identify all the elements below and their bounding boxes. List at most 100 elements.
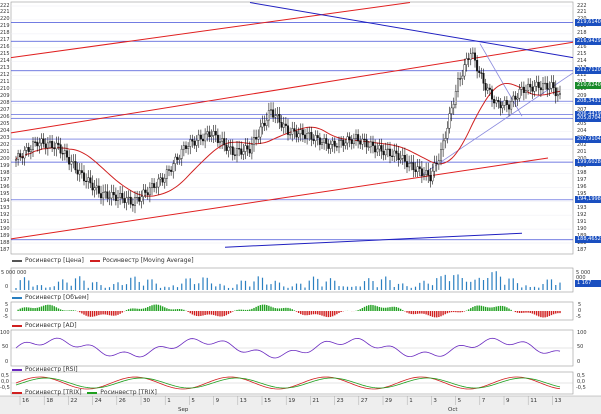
ad-bar xyxy=(172,309,174,311)
ad-bar xyxy=(240,309,242,311)
ad-bar xyxy=(170,309,172,311)
candle-body xyxy=(542,83,545,91)
ad-bar xyxy=(402,310,404,311)
candle-body xyxy=(233,154,236,156)
ad-bar xyxy=(314,311,317,315)
ad-bar xyxy=(421,311,423,314)
candle-body xyxy=(68,157,71,165)
date-label: 7 xyxy=(481,398,486,404)
ad-bar xyxy=(42,305,45,311)
candle-body xyxy=(384,149,387,156)
price-tag: 208,3431 xyxy=(575,97,601,105)
ad-bar xyxy=(504,306,506,311)
ad-legend[interactable]: Росинвестр [AD] xyxy=(12,322,77,329)
ad-bar xyxy=(297,311,300,314)
volume-bar xyxy=(164,286,166,290)
candle-body xyxy=(365,139,368,148)
ad-bar xyxy=(127,309,130,311)
volume-bar xyxy=(457,274,459,290)
ad-bar xyxy=(45,305,47,311)
trix-legend[interactable]: Росинвестр [TRIX] Росинвестр [TRIX] xyxy=(12,389,157,396)
ad-bar xyxy=(521,311,523,313)
candle-body xyxy=(444,138,447,142)
ad-bar xyxy=(527,311,529,313)
price-axis-tick: 198 xyxy=(577,169,587,176)
candle-body xyxy=(537,81,540,88)
volume-bar xyxy=(538,287,540,290)
volume-bar xyxy=(525,285,527,290)
candle-body xyxy=(167,169,170,171)
trend-channel-lines[interactable] xyxy=(10,2,574,248)
volume-axis-zero: 0 xyxy=(5,284,9,290)
ad-tick: 5 xyxy=(578,302,582,308)
price-legend[interactable]: Росинвестр [Цена] Росинвестр [Moving Ave… xyxy=(12,257,194,264)
candle-body xyxy=(14,159,17,161)
price-axis-tick: 216 xyxy=(577,44,587,51)
volume-bar xyxy=(266,284,268,290)
price-tag: 206,4419 xyxy=(575,110,601,118)
volume-bar xyxy=(172,285,174,290)
candle-body xyxy=(520,86,523,90)
candle-body xyxy=(361,138,364,145)
price-axis-tick: 194 xyxy=(0,197,10,204)
ad-bar xyxy=(161,306,164,311)
month-label-sep: Sep xyxy=(178,407,189,413)
price-axis-tick: 189 xyxy=(0,232,10,239)
volume-bar xyxy=(198,283,200,290)
ad-bar xyxy=(491,307,493,311)
ad-bar xyxy=(89,311,92,317)
candle-body xyxy=(544,82,547,85)
candle-body xyxy=(49,140,52,144)
ad-bar xyxy=(132,308,134,311)
ad-bar xyxy=(25,307,28,311)
candle-body xyxy=(395,150,398,154)
candle-body xyxy=(80,170,83,173)
candle-body xyxy=(159,177,162,180)
candle-body xyxy=(376,148,379,153)
ad-bar xyxy=(446,311,449,314)
candle-body xyxy=(274,115,277,118)
ad-bar xyxy=(276,308,279,311)
candle-body xyxy=(478,70,481,73)
candle-body xyxy=(172,163,175,172)
ad-bar xyxy=(308,311,310,315)
ad-bar xyxy=(361,308,364,311)
candle-body xyxy=(465,58,468,65)
ad-bar xyxy=(87,311,89,317)
candle-body xyxy=(372,141,375,146)
candle-body xyxy=(129,196,132,205)
volume-bar xyxy=(414,286,417,290)
candle-body xyxy=(112,192,115,196)
candle-body xyxy=(403,154,406,162)
volume-bar xyxy=(40,285,43,290)
legend-swatch xyxy=(12,368,22,371)
candle-body xyxy=(178,158,181,160)
ad-bar xyxy=(559,311,561,314)
candle-body xyxy=(350,139,353,145)
legend-trix-label-2: Росинвестр [TRIX] xyxy=(100,389,157,396)
price-axis-tick: 199 xyxy=(0,162,10,169)
date-label: 9 xyxy=(215,398,220,404)
price-axis-tick: 209 xyxy=(577,93,587,100)
ad-bar xyxy=(193,311,196,316)
ad-bar xyxy=(100,311,102,315)
price-axis-tick: 213 xyxy=(0,65,10,72)
candle-body xyxy=(210,135,213,138)
volume-bar xyxy=(508,278,510,290)
ad-bar xyxy=(246,309,249,311)
ad-bar xyxy=(70,310,72,311)
volume-legend[interactable]: Росинвестр [Объем] xyxy=(12,294,89,301)
channel-line-lower xyxy=(10,157,549,240)
time-axis-bar xyxy=(0,396,601,414)
ad-bar xyxy=(374,305,376,311)
candle-body xyxy=(63,150,66,154)
rsi-legend[interactable]: Росинвестр [RSI] xyxy=(12,366,78,373)
candle-body xyxy=(227,146,230,151)
candle-body xyxy=(240,148,243,155)
candle-body xyxy=(327,143,330,149)
candle-body xyxy=(338,139,341,148)
date-label: 13 xyxy=(239,398,247,404)
ad-bar xyxy=(34,308,36,311)
